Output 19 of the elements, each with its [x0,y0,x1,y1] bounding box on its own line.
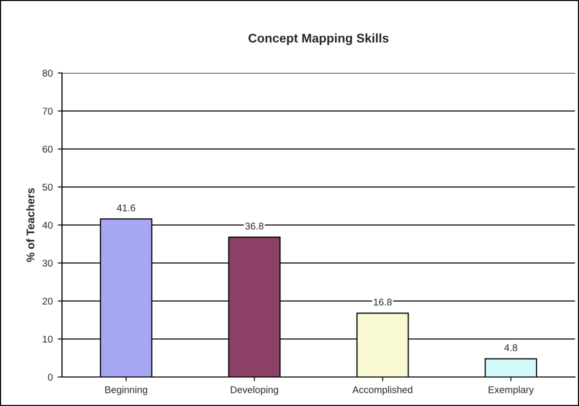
y-tick-label: 20 [42,298,53,305]
data-label: 36.8 [245,222,264,230]
data-label: 41.6 [116,204,136,212]
data-label: 16.8 [374,298,392,306]
x-tick-label: Accomplished [352,386,412,396]
y-axis-title: % of Teachers [26,188,34,262]
y-tick-label: 80 [42,70,53,77]
y-tick-label: 50 [42,184,53,191]
y-tick-label: 40 [42,222,53,229]
y-tick-label: 70 [42,108,53,115]
x-tick-label: Developing [230,386,278,396]
chart-title: Concept Mapping Skills [248,33,388,46]
x-tick-label: Beginning [105,386,148,396]
y-tick-label: 10 [42,336,53,343]
y-tick-label: 60 [42,146,53,153]
x-tick-label: Exemplary [488,386,534,396]
y-tick-label: 30 [42,260,53,267]
y-tick-label: 0 [48,374,53,381]
data-label: 4.8 [504,344,518,352]
